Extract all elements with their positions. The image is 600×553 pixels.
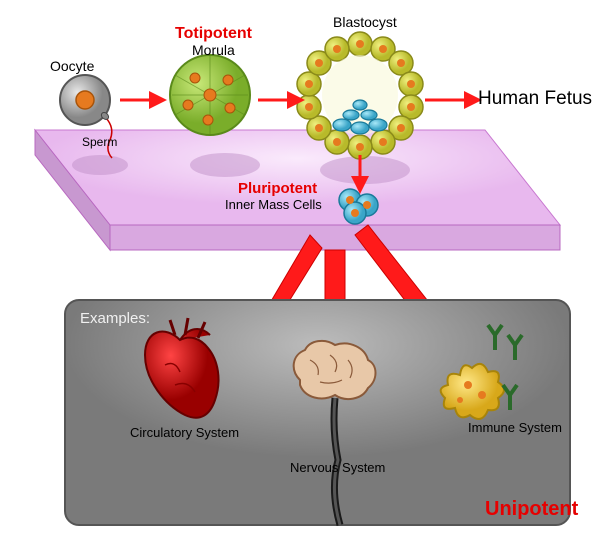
innermass-label: Inner Mass Cells bbox=[225, 197, 322, 212]
circulatory-label: Circulatory System bbox=[130, 425, 239, 440]
totipotent-label: Totipotent bbox=[175, 25, 252, 43]
pluripotent-label: Pluripotent bbox=[238, 180, 317, 197]
unipotent-label: Unipotent bbox=[485, 498, 578, 521]
blastocyst bbox=[297, 32, 423, 159]
blastocyst-label: Blastocyst bbox=[333, 14, 397, 30]
immune-label: Immune System bbox=[468, 420, 562, 435]
oocyte-label: Oocyte bbox=[50, 58, 94, 74]
humanfetus-label: Human Fetus bbox=[478, 88, 592, 110]
sperm-label: Sperm bbox=[82, 135, 117, 149]
morula bbox=[170, 55, 250, 135]
morula-label: Morula bbox=[192, 42, 235, 58]
nervous-label: Nervous System bbox=[290, 460, 385, 475]
examples-label: Examples: bbox=[80, 310, 150, 327]
